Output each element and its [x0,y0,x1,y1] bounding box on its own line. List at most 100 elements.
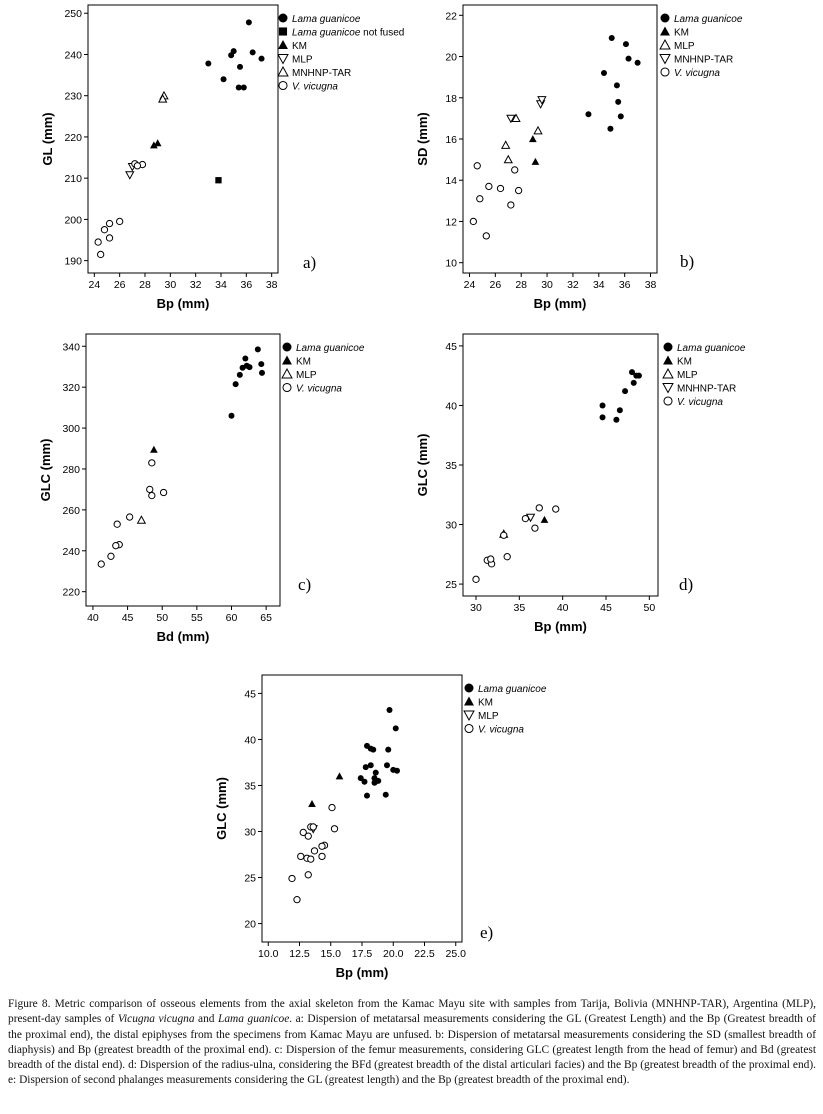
legend-label-km: KM [674,28,689,39]
point-lama-guanicoe [245,19,252,26]
legend-label-lama-guanicoe: Lama guanicoe [292,14,361,25]
x-tick-label: 10.0 [258,948,279,960]
point-lama-guanicoe [228,412,235,419]
y-tick-label: 250 [64,8,82,20]
point-lama-guanicoe [371,779,378,786]
x-tick-label: 26 [489,279,501,291]
point-lama-guanicoe [258,55,265,62]
y-tick-label: 210 [64,173,82,185]
x-tick-label: 65 [260,612,272,624]
point-km [540,515,549,523]
legend-marker-v-vicugna [278,80,288,91]
point-v-vicugna [503,553,511,561]
x-tick-label: 20.0 [383,948,404,960]
panel-label: e) [480,923,493,942]
point-mnhnp-tar [537,96,547,105]
legend-label-lama-guanicoe: Lama guanicoe [677,343,746,354]
x-tick-label: 50 [156,612,168,624]
point-v-vicugna [487,555,495,563]
point-lama-guanicoe [608,34,615,41]
point-lama-guanicoe [629,369,635,376]
chart-c: 40 45 50 55 60 65 220 240 260 280 300 320 340 Bd (mm)… [38,333,365,644]
legend-marker-mnhnp-tar [659,53,671,65]
legend-marker-lama-guanicoe [464,683,474,693]
point-v-vicugna [97,560,105,568]
point-lama-guanicoe [362,764,369,771]
point-lama-guanicoe [357,775,364,782]
point-v-vicugna [476,195,484,203]
legend-marker-km [282,355,292,365]
point-v-vicugna [307,855,315,863]
point-v-vicugna [521,514,530,523]
point-v-vicugna [112,542,120,550]
y-tick-label: 30 [445,520,457,532]
x-tick-label: 17.5 [352,948,373,960]
legend-marker-lama-guanicoe-not-fused [278,27,288,36]
y-tick-label: 35 [244,780,256,792]
y-tick-label: 200 [64,214,82,226]
y-axis-label: GLC (mm) [214,777,229,840]
point-lama-guanicoe [622,41,629,48]
point-lama-guanicoe [367,762,374,769]
x-tick-label: 15.0 [321,948,342,960]
point-v-vicugna [105,234,114,242]
point-km [528,135,537,143]
point-lama-guanicoe [236,371,243,378]
point-lama-guanicoe [228,52,235,59]
point-v-vicugna [310,847,319,855]
legend-label-mnhnp-tar: MNHNP-TAR [292,68,351,79]
point-lama-guanicoe [372,769,379,776]
plot-frame [87,4,279,274]
y-axis-label: GLC (mm) [415,434,430,497]
x-axis-label: Bd (mm) [157,629,210,644]
point-lama-guanicoe [361,778,368,785]
point-mlp [136,515,147,524]
x-tick-label: 26 [114,279,126,291]
legend-label-v-vicugna: V. vicugna [292,82,338,93]
point-v-vicugna [511,166,519,174]
point-lama-guanicoe [394,767,400,774]
point-lama-guanicoe [392,725,399,732]
point-mlp [511,113,521,123]
y-tick-label: 45 [445,341,457,353]
point-lama-guanicoe [613,82,620,89]
point-lama-guanicoe [240,84,247,91]
x-tick-label: 45 [122,612,134,624]
point-lama-guanicoe [258,361,265,368]
x-tick-label: 32 [567,279,579,291]
y-tick-label: 12 [445,216,457,228]
point-lama-guanicoe [615,98,622,105]
point-v-vicugna [531,524,539,532]
point-lama-guanicoe [239,364,246,371]
point-lama-guanicoe [364,792,370,799]
legend-marker-v-vicugna [464,723,474,734]
chart-b: 24 26 28 30 32 34 36 38 10 12 14 16 18 20 22 Bp (mm) SD … [415,4,743,311]
point-lama-guanicoe [235,84,242,91]
point-lama-guanicoe [205,60,212,67]
point-v-vicugna [318,852,326,861]
point-v-vicugna [297,852,305,861]
legend-label-mlp: MLP [478,711,499,722]
x-tick-label: 35 [513,602,525,614]
legend-label-mlp: MLP [296,370,317,381]
point-lama-guanicoe [254,346,261,353]
legend-marker-mlp [659,39,671,50]
legend-label-km: KM [478,698,493,709]
legend-label-mlp: MLP [674,41,695,52]
point-lama-guanicoe [384,762,390,769]
caption-species-guanicoe: Lama guanicoe [218,1013,290,1026]
point-v-vicugna [146,485,154,494]
legend-label-lama-guanicoe-not-fused: Lama guanicoe not fused [292,28,404,39]
point-v-vicugna [318,842,326,850]
legend-label-mlp: MLP [677,370,698,381]
x-tick-label: 36 [619,279,631,291]
point-lama-guanicoe [258,369,265,376]
point-km [335,772,344,780]
caption-text-2: and [194,1013,219,1026]
point-mlp [533,125,543,135]
point-v-vicugna [299,828,307,837]
point-lama-guanicoe [246,364,253,371]
legend-marker-lama-guanicoe [660,13,670,23]
point-mlp [125,171,135,180]
point-lama-guanicoe [386,706,393,713]
